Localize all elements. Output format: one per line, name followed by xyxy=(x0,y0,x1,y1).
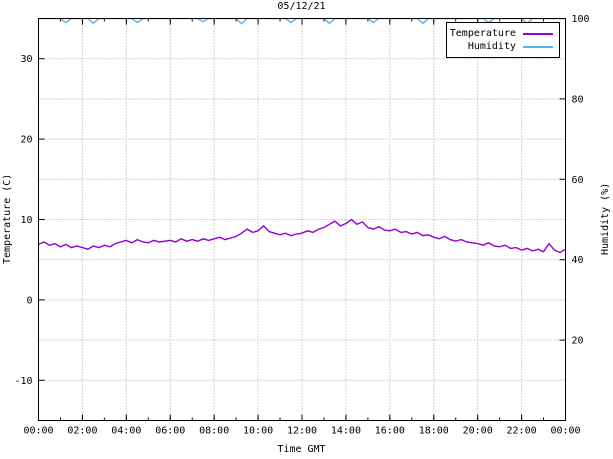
svg-text:14:00: 14:00 xyxy=(331,426,361,437)
humidity-line-sample xyxy=(523,45,553,48)
svg-text:22:00: 22:00 xyxy=(507,426,537,437)
legend-label-humidity: Humidity xyxy=(467,41,516,52)
svg-text:04:00: 04:00 xyxy=(111,426,141,437)
legend-entry-humidity: Humidity xyxy=(453,40,553,53)
svg-text:-10: -10 xyxy=(14,376,32,387)
svg-text:10: 10 xyxy=(20,215,32,226)
plot-border xyxy=(38,18,566,421)
x-axis-label: Time GMT xyxy=(277,444,326,455)
svg-text:18:00: 18:00 xyxy=(419,426,449,437)
tick-labels: 00:00 02:00 04:00 06:00 08:00 10:00 12:00 14:00… xyxy=(14,14,589,437)
svg-text:00:00: 00:00 xyxy=(23,426,53,437)
chart-title: 05/12/21 xyxy=(277,1,326,12)
svg-text:20:00: 20:00 xyxy=(463,426,493,437)
svg-text:12:00: 12:00 xyxy=(287,426,317,437)
temperature-line-sample xyxy=(523,32,553,35)
svg-text:00:00: 00:00 xyxy=(550,426,580,437)
svg-text:60: 60 xyxy=(572,175,584,186)
svg-text:0: 0 xyxy=(26,295,32,306)
svg-text:80: 80 xyxy=(572,94,584,105)
svg-text:30: 30 xyxy=(20,54,32,65)
svg-text:20: 20 xyxy=(572,336,584,347)
svg-text:16:00: 16:00 xyxy=(375,426,405,437)
legend: Temperature Humidity xyxy=(446,22,560,58)
svg-text:20: 20 xyxy=(20,135,32,146)
y-axis-label-left: Temperature (C) xyxy=(2,173,13,265)
grid xyxy=(38,18,566,421)
legend-label-temperature: Temperature xyxy=(449,28,516,39)
svg-text:100: 100 xyxy=(572,14,590,25)
y-axis-label-right: Humidity (%) xyxy=(600,182,611,256)
legend-entry-temperature: Temperature xyxy=(449,27,553,40)
temperature-line xyxy=(38,218,566,254)
svg-text:02:00: 02:00 xyxy=(67,426,97,437)
svg-text:40: 40 xyxy=(572,255,584,266)
svg-text:10:00: 10:00 xyxy=(243,426,273,437)
svg-text:08:00: 08:00 xyxy=(199,426,229,437)
svg-text:06:00: 06:00 xyxy=(155,426,185,437)
